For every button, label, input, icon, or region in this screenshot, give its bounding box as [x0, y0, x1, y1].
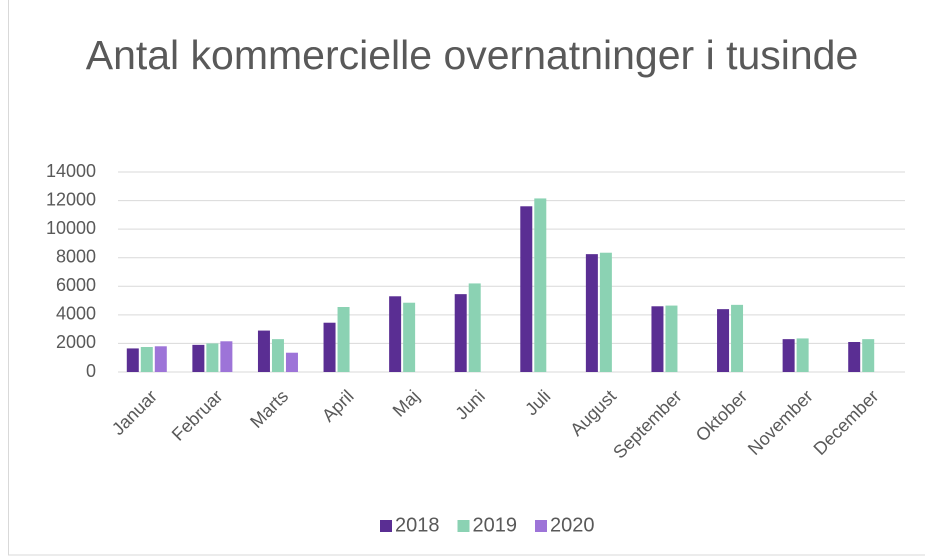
x-tick-label: Oktober — [692, 386, 751, 445]
bar — [454, 294, 467, 372]
bar — [337, 307, 350, 372]
x-tick-label: Juni — [451, 386, 488, 423]
x-tick-label: September — [609, 386, 685, 462]
bar — [206, 343, 219, 372]
bar — [520, 206, 533, 372]
x-tick-label: August — [566, 386, 620, 440]
bar — [140, 347, 153, 372]
x-tick-label: Januar — [108, 386, 161, 439]
x-tick-label: April — [318, 386, 358, 426]
bar — [154, 346, 167, 372]
y-tick-label: 2000 — [56, 332, 96, 352]
legend-swatch — [457, 520, 470, 532]
y-tick-label: 8000 — [56, 246, 96, 266]
bar — [599, 252, 612, 372]
bar — [323, 322, 336, 372]
legend-swatch — [380, 520, 392, 532]
bar — [257, 330, 270, 372]
bar — [848, 342, 861, 372]
bar — [665, 305, 678, 372]
x-tick-label: Maj — [389, 386, 424, 421]
bar — [220, 341, 233, 372]
bar — [126, 348, 139, 372]
legend-label: 2020 — [550, 514, 595, 536]
bar — [192, 344, 205, 372]
bar — [731, 304, 744, 372]
x-tick-label: Juli — [521, 386, 554, 419]
bar — [534, 198, 547, 372]
y-tick-label: 10000 — [46, 218, 96, 238]
bar — [796, 338, 809, 372]
x-tick-label: Februar — [168, 386, 227, 445]
bar — [782, 339, 795, 372]
bar — [285, 352, 298, 372]
x-tick-label: November — [744, 386, 817, 459]
x-tick-label: December — [810, 386, 883, 459]
y-tick-label: 12000 — [46, 189, 96, 209]
bar — [717, 309, 730, 372]
bar — [585, 254, 598, 372]
bar — [271, 339, 284, 372]
y-tick-label: 4000 — [56, 304, 96, 324]
chart-title: Antal kommercielle overnatninger i tusin… — [85, 32, 859, 78]
legend-label: 2018 — [395, 514, 440, 536]
bar — [468, 283, 481, 372]
bar — [403, 302, 416, 372]
bar — [862, 339, 875, 372]
legend-label: 2019 — [473, 514, 518, 536]
bar — [651, 306, 664, 372]
y-tick-label: 6000 — [56, 275, 96, 295]
y-tick-label: 14000 — [46, 161, 96, 181]
x-tick-label: Marts — [246, 386, 292, 432]
legend-swatch — [535, 520, 547, 532]
y-tick-label: 0 — [86, 361, 96, 381]
chart-frame — [8, 0, 925, 556]
bar — [389, 296, 402, 372]
